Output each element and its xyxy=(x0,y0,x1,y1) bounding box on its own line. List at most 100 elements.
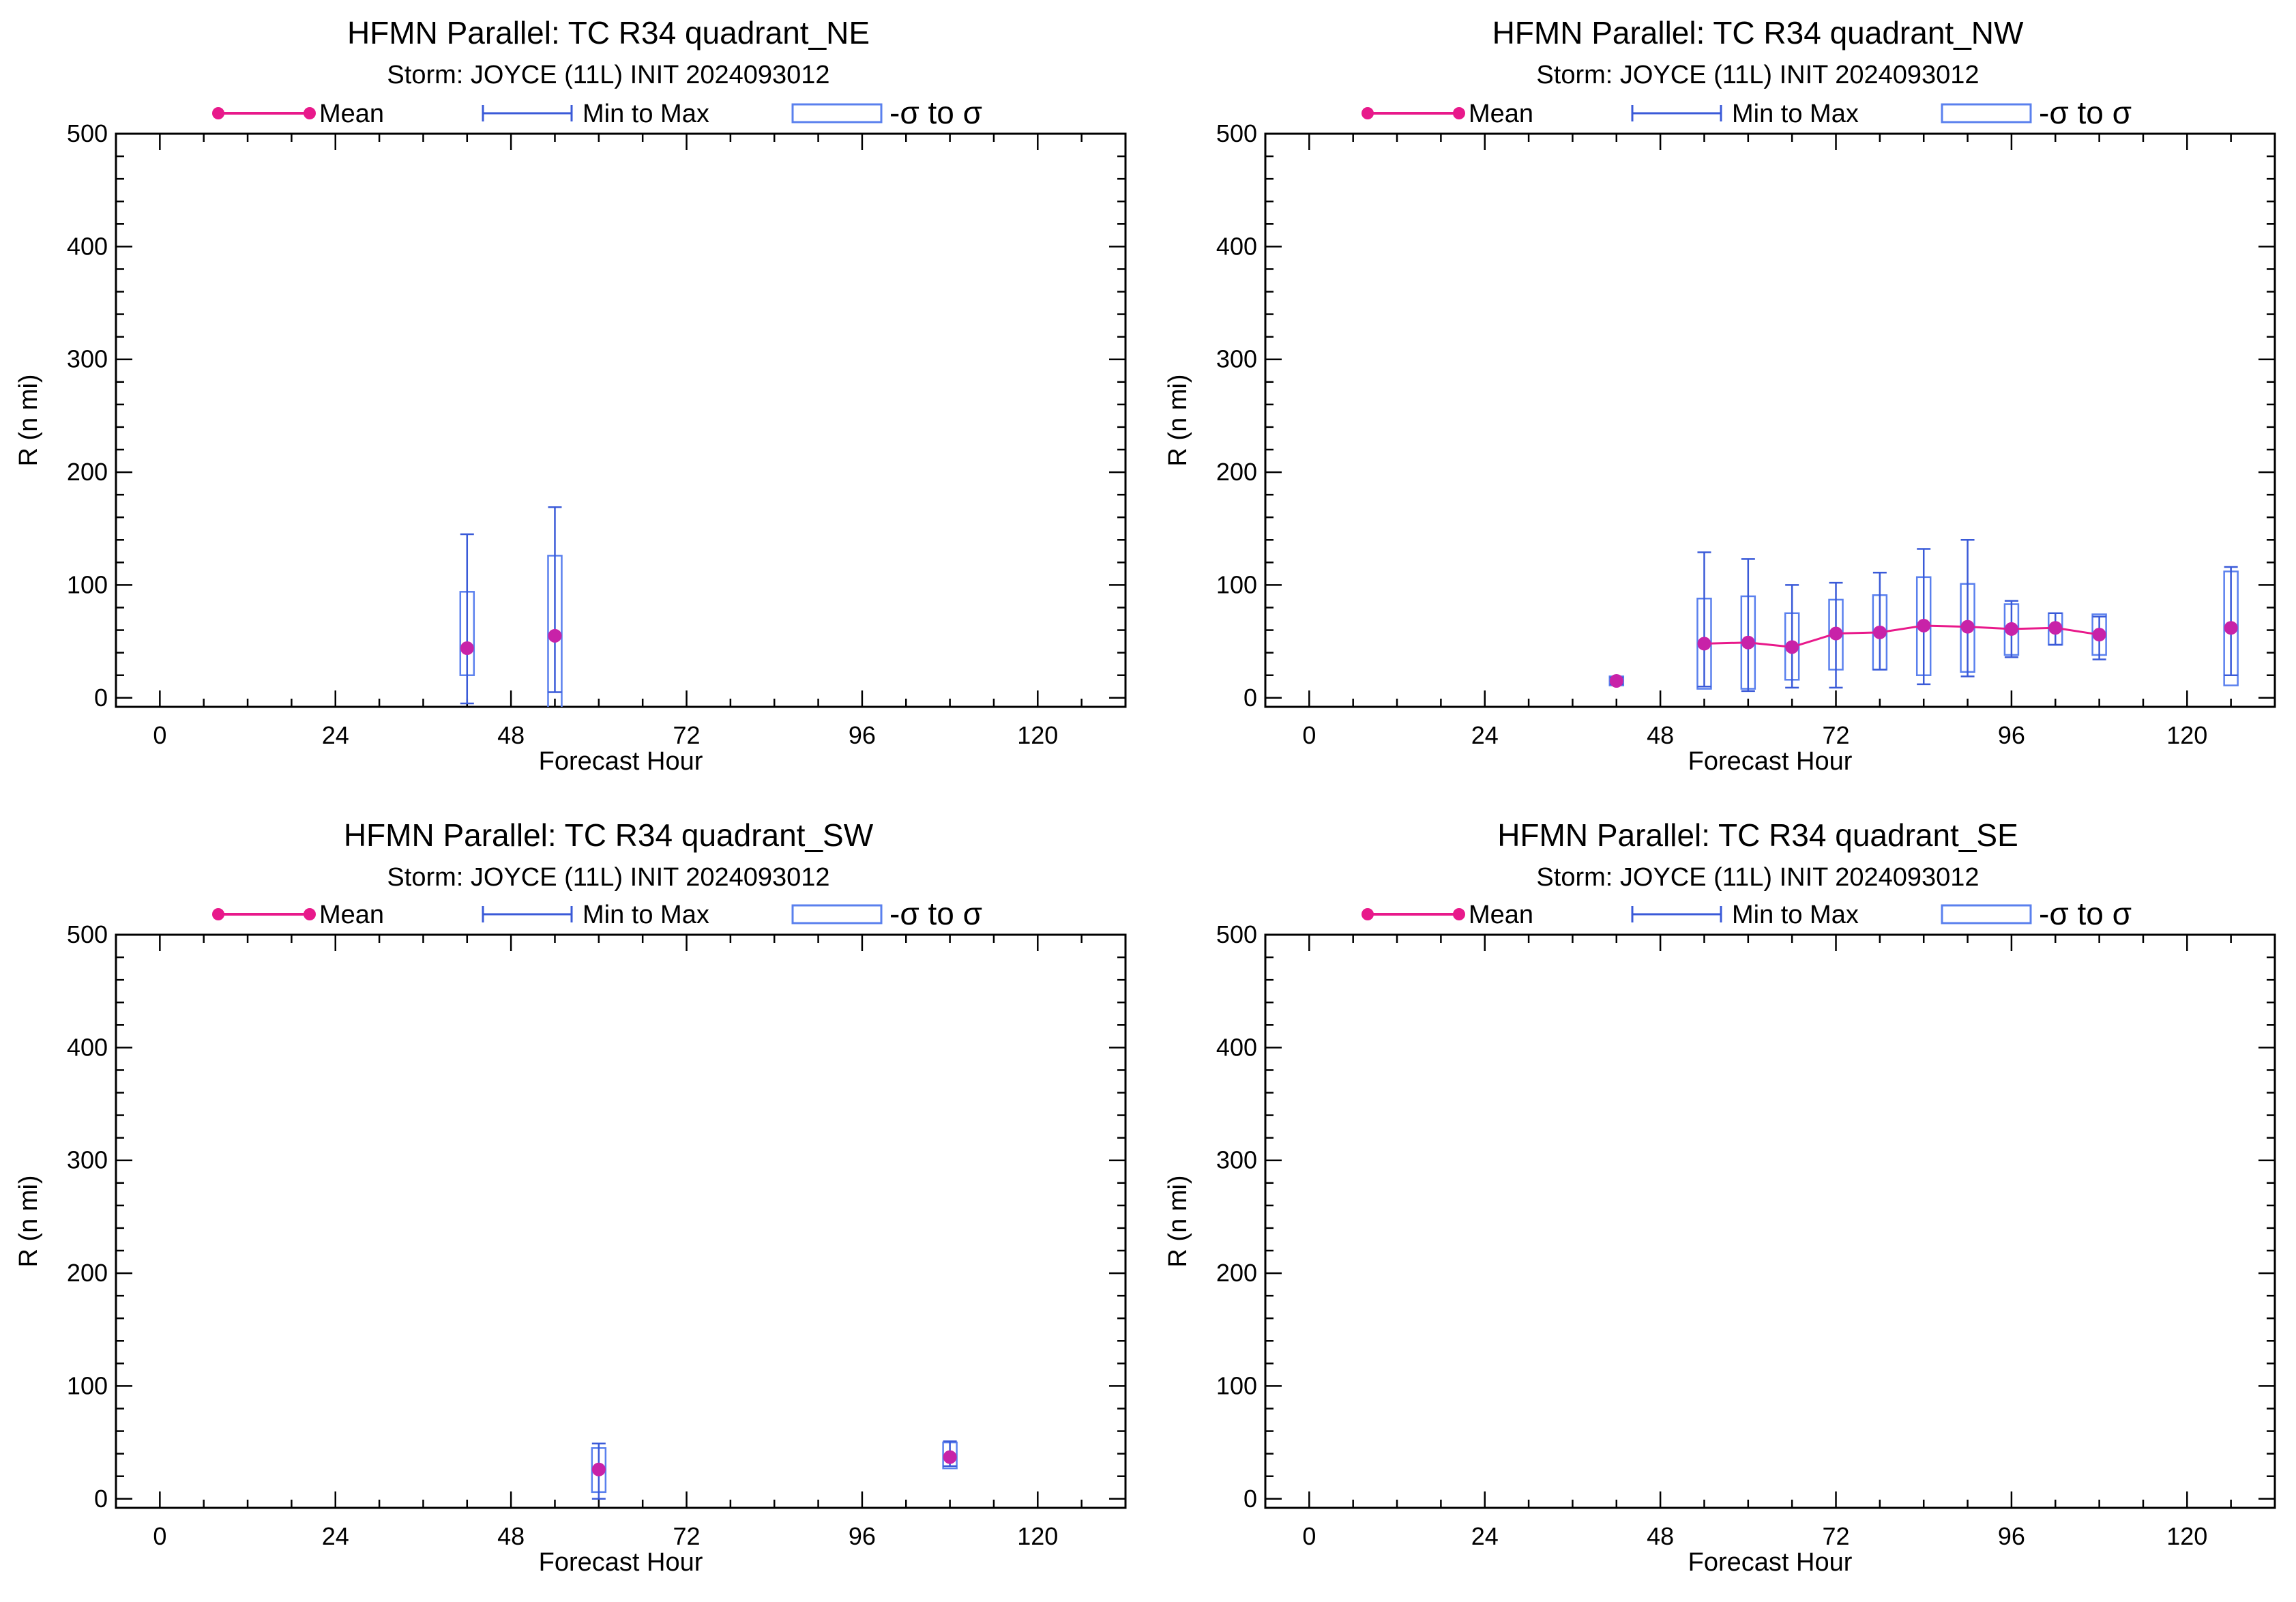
mean-line-segment xyxy=(1924,624,1968,628)
mean-line-segment xyxy=(1748,641,1793,648)
x-tick-label: 72 xyxy=(1822,1522,1849,1550)
x-tick-label: 0 xyxy=(153,1522,166,1550)
legend-range-label: Min to Max xyxy=(1732,100,1859,128)
data-layer xyxy=(1608,539,2239,693)
mean-marker xyxy=(1960,620,1975,634)
data-layer xyxy=(459,506,563,707)
legend-range-label: Min to Max xyxy=(583,901,709,929)
x-tick-label: 48 xyxy=(1647,721,1674,749)
x-axis-label: Forecast Hour xyxy=(539,747,703,776)
plot-frame xyxy=(115,132,1127,708)
y-tick-label: 100 xyxy=(67,1371,108,1399)
x-tick-label: 0 xyxy=(1302,721,1316,749)
x-tick-label: 120 xyxy=(1017,721,1058,749)
legend-sigma-box xyxy=(791,103,883,123)
mean-marker xyxy=(2224,621,2238,635)
x-tick-label: 24 xyxy=(1471,721,1499,749)
legend-mean-marker xyxy=(1453,908,1465,920)
chart-subtitle: Storm: JOYCE (11L) INIT 2024093012 xyxy=(1536,61,1979,89)
chart-legend: Mean Min to Max -σ to σ xyxy=(212,896,982,931)
legend-sigma-label: -σ to σ xyxy=(2039,896,2132,931)
legend-range-label: Min to Max xyxy=(1732,901,1859,929)
legend-sigma-label: -σ to σ xyxy=(889,896,982,931)
mean-marker xyxy=(1872,625,1887,639)
legend-mean-marker xyxy=(1453,107,1465,119)
y-tick-label: 400 xyxy=(67,232,108,260)
chart-legend: Mean Min to Max -σ to σ xyxy=(1362,95,2132,130)
y-axis-label: R (n mi) xyxy=(14,1175,43,1267)
mean-marker xyxy=(548,628,562,643)
y-tick-label: 200 xyxy=(67,1259,108,1287)
mean-line-segment xyxy=(1791,632,1836,648)
legend-sigma-box xyxy=(1941,103,2032,123)
chart-legend: Mean Min to Max -σ to σ xyxy=(212,95,982,130)
mean-marker xyxy=(1785,640,1799,654)
x-tick-label: 24 xyxy=(322,1522,349,1550)
chart-title: HFMN Parallel: TC R34 quadrant_SE xyxy=(1497,817,2018,853)
mean-marker xyxy=(1829,626,1843,641)
chart-subtitle: Storm: JOYCE (11L) INIT 2024093012 xyxy=(1536,863,1979,892)
y-tick-label: 200 xyxy=(1216,458,1257,486)
y-tick-label: 500 xyxy=(67,920,108,948)
x-tick-label: 120 xyxy=(1017,1522,1058,1550)
mean-marker xyxy=(943,1450,957,1464)
y-tick-label: 200 xyxy=(1216,1259,1257,1287)
mean-marker xyxy=(1697,637,1711,651)
y-tick-label: 400 xyxy=(1216,1033,1257,1061)
plot-frame xyxy=(115,933,1127,1509)
chart-subtitle: Storm: JOYCE (11L) INIT 2024093012 xyxy=(387,863,829,892)
y-tick-label: 100 xyxy=(67,570,108,598)
y-tick-label: 300 xyxy=(1216,1146,1257,1174)
legend-mean-marker xyxy=(1362,908,1374,920)
data-layer xyxy=(591,1440,958,1500)
legend-mean-label: Mean xyxy=(319,901,384,929)
y-tick-label: 0 xyxy=(94,684,108,712)
y-tick-label: 0 xyxy=(94,1485,108,1513)
y-tick-label: 400 xyxy=(67,1033,108,1061)
y-tick-label: 500 xyxy=(67,119,108,147)
legend-mean-marker xyxy=(304,107,316,119)
chart-panel-1: HFMN Parallel: TC R34 quadrant_NE Storm: … xyxy=(14,15,1127,776)
mean-marker xyxy=(1741,635,1755,650)
y-tick-label: 300 xyxy=(67,345,108,373)
x-tick-label: 96 xyxy=(1998,721,2025,749)
y-tick-label: 300 xyxy=(1216,345,1257,373)
legend-mean-marker xyxy=(212,107,224,119)
x-tick-label: 96 xyxy=(1998,1522,2025,1550)
legend-sigma-box xyxy=(1941,904,2032,924)
x-tick-label: 24 xyxy=(322,721,349,749)
y-axis-label: R (n mi) xyxy=(1164,374,1192,466)
y-tick-label: 100 xyxy=(1216,1371,1257,1399)
chart-subtitle: Storm: JOYCE (11L) INIT 2024093012 xyxy=(387,61,829,89)
y-tick-label: 500 xyxy=(1216,920,1257,948)
y-axis-label: R (n mi) xyxy=(14,374,43,466)
mean-marker xyxy=(2048,621,2063,635)
x-tick-label: 0 xyxy=(153,721,166,749)
mean-line-segment xyxy=(1836,631,1880,635)
x-tick-label: 48 xyxy=(1647,1522,1674,1550)
chart-title: HFMN Parallel: TC R34 quadrant_NW xyxy=(1492,15,2024,50)
mean-line-segment xyxy=(2011,626,2056,630)
legend-sigma-box xyxy=(791,904,883,924)
legend-mean-label: Mean xyxy=(319,100,384,128)
x-tick-label: 72 xyxy=(673,1522,700,1550)
legend-mean-marker xyxy=(1362,107,1374,119)
chart-panel-2: HFMN Parallel: TC R34 quadrant_NW Storm: … xyxy=(1164,15,2276,776)
y-axis-label: R (n mi) xyxy=(1164,1175,1192,1267)
x-tick-label: 24 xyxy=(1471,1522,1499,1550)
legend-mean-marker xyxy=(212,908,224,920)
chart-panel-4: HFMN Parallel: TC R34 quadrant_SE Storm: … xyxy=(1164,817,2276,1577)
mean-marker xyxy=(1917,618,1931,632)
y-tick-label: 200 xyxy=(67,458,108,486)
x-tick-label: 72 xyxy=(1822,721,1849,749)
legend-sigma-label: -σ to σ xyxy=(889,95,982,130)
legend-mean-marker xyxy=(304,908,316,920)
mean-line-segment xyxy=(1967,626,2012,630)
mean-line-segment xyxy=(1879,624,1924,634)
plot-frame xyxy=(1264,933,2276,1509)
mean-line-segment xyxy=(2055,626,2100,636)
y-tick-label: 0 xyxy=(1243,1485,1257,1513)
legend-sigma-label: -σ to σ xyxy=(2039,95,2132,130)
legend-mean-label: Mean xyxy=(1469,100,1533,128)
